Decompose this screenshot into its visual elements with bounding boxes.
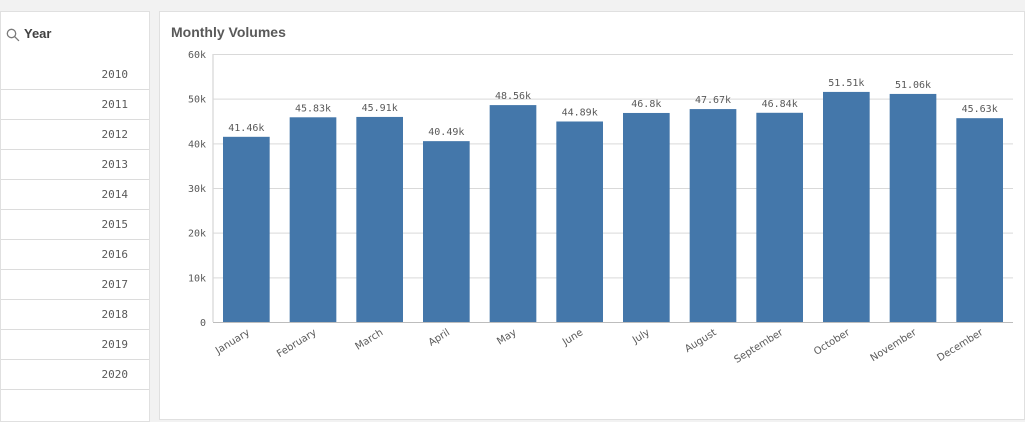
year-filter-header[interactable]: Year bbox=[1, 12, 149, 58]
bar-may[interactable] bbox=[489, 105, 537, 322]
data-label: 40.49k bbox=[428, 127, 464, 138]
search-icon[interactable] bbox=[6, 28, 20, 42]
data-label: 48.56k bbox=[495, 91, 531, 102]
year-filter-title: Year bbox=[24, 26, 52, 41]
x-tick-label: September bbox=[733, 327, 786, 366]
x-tick-label: August bbox=[683, 327, 719, 355]
bar-september[interactable] bbox=[756, 112, 803, 322]
year-item-2016[interactable]: 2016 bbox=[1, 240, 149, 270]
bar-june[interactable] bbox=[556, 121, 603, 322]
y-tick-label: 50k bbox=[188, 95, 206, 106]
bar-april[interactable] bbox=[423, 141, 470, 322]
x-tick-label: October bbox=[812, 327, 853, 358]
y-tick-label: 40k bbox=[188, 139, 206, 150]
data-label: 45.91k bbox=[362, 103, 398, 114]
year-filter-panel: Year 2010 2011 2012 2013 2014 2015 2016 2017 201… bbox=[0, 11, 150, 422]
data-label: 44.89k bbox=[562, 107, 598, 118]
x-tick-label: June bbox=[560, 327, 585, 348]
bar-february[interactable] bbox=[289, 117, 337, 322]
data-label: 41.46k bbox=[228, 123, 264, 134]
data-label: 45.63k bbox=[962, 104, 998, 115]
x-tick-label: May bbox=[495, 327, 518, 347]
year-item-2013[interactable]: 2013 bbox=[1, 150, 149, 180]
y-tick-label: 10k bbox=[188, 273, 206, 284]
chart-panel: Monthly Volumes 0 10k 20k 30k 40k 50k 60k 41.46… bbox=[159, 11, 1025, 420]
bar-december[interactable] bbox=[956, 118, 1003, 322]
bar-march[interactable] bbox=[356, 116, 403, 322]
x-tick-label: December bbox=[935, 327, 986, 364]
year-item-2014[interactable]: 2014 bbox=[1, 180, 149, 210]
y-tick-label: 0 bbox=[200, 318, 206, 329]
x-tick-label: July bbox=[630, 327, 652, 346]
year-list: 2010 2011 2012 2013 2014 2015 2016 2017 2018 2019… bbox=[1, 60, 149, 390]
chart-title: Monthly Volumes bbox=[171, 24, 286, 40]
data-label: 46.84k bbox=[762, 99, 798, 110]
x-tick-label: November bbox=[869, 327, 920, 364]
year-item-2012[interactable]: 2012 bbox=[1, 120, 149, 150]
year-item-2020[interactable]: 2020 bbox=[1, 360, 149, 390]
bar-november[interactable] bbox=[889, 93, 937, 322]
x-tick-label: January bbox=[213, 327, 252, 357]
year-item-2018[interactable]: 2018 bbox=[1, 300, 149, 330]
year-item-2019[interactable]: 2019 bbox=[1, 330, 149, 360]
bar-july[interactable] bbox=[623, 112, 670, 323]
y-tick-label: 60k bbox=[188, 50, 206, 61]
y-tick-label: 20k bbox=[188, 229, 206, 240]
bar-january[interactable] bbox=[223, 136, 270, 322]
data-label: 51.51k bbox=[828, 78, 864, 89]
data-label: 46.8k bbox=[631, 99, 661, 110]
year-item-2011[interactable]: 2011 bbox=[1, 90, 149, 120]
bar-august[interactable] bbox=[689, 109, 737, 322]
data-label: 45.83k bbox=[295, 103, 331, 114]
x-tick-label: February bbox=[275, 327, 318, 360]
y-tick-label: 30k bbox=[188, 184, 206, 195]
data-label: 47.67k bbox=[695, 95, 731, 106]
year-item-2017[interactable]: 2017 bbox=[1, 270, 149, 300]
bar-chart: 0 10k 20k 30k 40k 50k 60k 41.46k January 45.83k Fe… bbox=[188, 50, 1013, 366]
year-item-2015[interactable]: 2015 bbox=[1, 210, 149, 240]
x-tick-label: March bbox=[354, 327, 386, 352]
bar-october[interactable] bbox=[823, 91, 870, 322]
x-tick-label: April bbox=[427, 327, 452, 348]
year-item-2010[interactable]: 2010 bbox=[1, 60, 149, 90]
data-label: 51.06k bbox=[895, 80, 931, 91]
